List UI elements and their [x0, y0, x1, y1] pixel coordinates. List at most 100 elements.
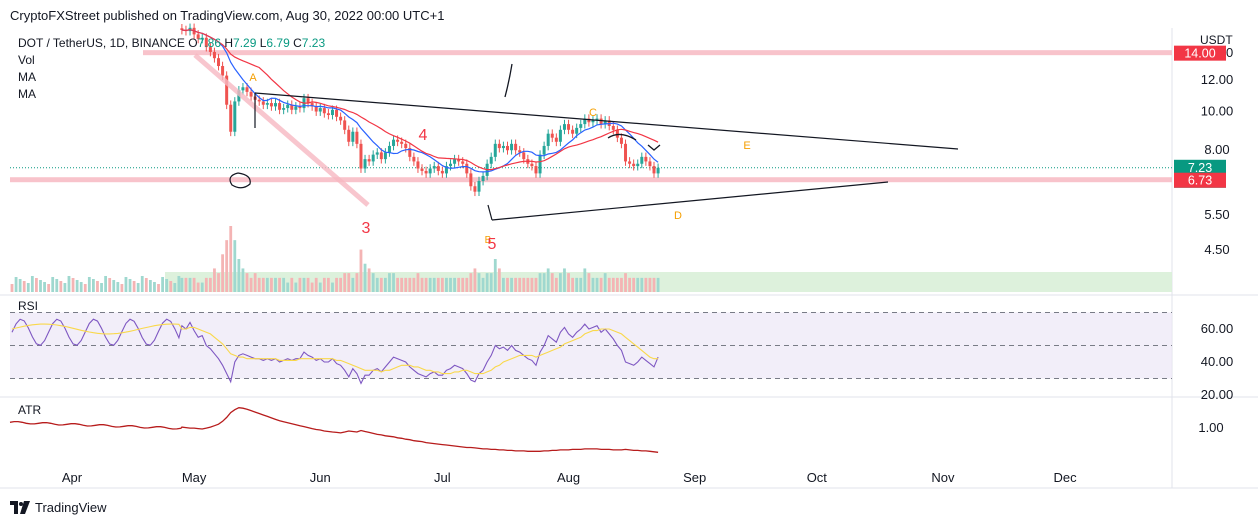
candle-body: [538, 154, 542, 174]
volume-bar: [161, 277, 164, 292]
candle-body: [298, 106, 302, 109]
indicator-ma-1[interactable]: MA: [18, 70, 36, 84]
volume-bar: [579, 277, 583, 292]
rsi-pane-title[interactable]: RSI: [18, 299, 39, 313]
volume-bar: [274, 277, 277, 292]
volume-bar: [148, 280, 152, 292]
indicator-ma-2[interactable]: MA: [18, 87, 36, 101]
candle-body: [505, 145, 509, 151]
atr-pane-title[interactable]: ATR: [18, 403, 42, 417]
volume-bar: [270, 277, 273, 292]
candle-body: [497, 143, 501, 149]
symbol-legend[interactable]: DOT / TetherUS, 1D, BINANCE O7.86 H7.29 …: [18, 36, 325, 50]
volume-bar: [440, 277, 444, 292]
volume-bar: [18, 279, 22, 292]
volume-bar: [310, 282, 314, 292]
volume-bar: [485, 273, 489, 292]
candle-body: [351, 131, 355, 142]
volume-bar: [104, 276, 108, 292]
close-label: C: [293, 36, 302, 50]
wave-label: E: [743, 140, 750, 152]
volume-bar: [100, 283, 103, 292]
candle-body: [335, 109, 339, 117]
volume-bar: [571, 277, 575, 292]
volume-bar: [583, 268, 587, 292]
volume-bar: [30, 276, 34, 292]
tradingview-logo-icon: [10, 501, 30, 514]
volume-bar: [306, 277, 310, 292]
wave-label: 5: [488, 236, 497, 253]
handdrawn-circle: [229, 172, 251, 189]
candle-body: [343, 120, 347, 130]
volume-bar: [188, 277, 192, 292]
candle-body: [534, 166, 538, 174]
candle-body: [318, 108, 322, 112]
low-value: 6.79: [266, 36, 290, 50]
candle-body: [339, 116, 343, 121]
volume-bar: [124, 277, 128, 292]
volume-bar: [550, 273, 554, 292]
volume-bar: [595, 277, 599, 292]
wave-label: 4: [419, 127, 428, 144]
candle-body: [510, 143, 514, 151]
candle-body: [542, 145, 546, 155]
candle-body: [383, 152, 387, 160]
volume-bar: [534, 277, 538, 292]
candle-body: [514, 143, 518, 151]
moving-average-line: [181, 28, 659, 171]
candle-body: [396, 139, 400, 142]
low-label: L: [259, 36, 267, 50]
volume-bar: [233, 240, 237, 292]
candle-body: [603, 120, 607, 125]
indicator-vol[interactable]: Vol: [18, 53, 35, 67]
candle-body: [522, 152, 526, 160]
candle-body: [571, 129, 575, 134]
wave-label: C: [589, 107, 597, 119]
volume-bar: [624, 273, 627, 292]
time-tick-label: Jul: [434, 470, 451, 485]
volume-bar: [567, 273, 570, 292]
volume-bar: [351, 277, 355, 292]
volume-bar: [35, 278, 38, 292]
candle-body: [408, 148, 412, 157]
volume-bar: [87, 277, 91, 292]
candle-body: [632, 163, 636, 167]
candle-body: [567, 124, 571, 130]
volume-bar: [388, 273, 391, 292]
volume-bar: [237, 259, 241, 292]
volume-bar: [261, 277, 265, 292]
candle-body: [306, 98, 310, 104]
candle-body: [615, 129, 619, 138]
candle-body: [587, 118, 591, 123]
volume-bar: [563, 268, 566, 292]
tradingview-brand[interactable]: TradingView: [10, 500, 107, 515]
candle-body: [583, 118, 587, 125]
volume-bar: [318, 282, 322, 292]
volume-bar: [615, 277, 619, 292]
price-label-box: [1174, 45, 1226, 61]
price-label-box: [1174, 172, 1226, 188]
candle-body: [416, 161, 420, 169]
volume-bar: [359, 249, 363, 292]
volume-bar: [71, 278, 75, 292]
open-value: 7.86: [197, 36, 221, 50]
volume-bar: [396, 277, 399, 292]
candle-body: [204, 37, 208, 48]
volume-bar: [412, 277, 416, 292]
wave-label: 3: [362, 220, 371, 237]
candle-body: [290, 104, 294, 110]
wave-label: B: [485, 235, 492, 246]
volume-bar: [611, 277, 615, 292]
volume-bar: [59, 281, 63, 292]
candle-body: [225, 75, 229, 105]
volume-bar: [575, 277, 579, 292]
volume-bar: [63, 283, 67, 292]
candle-body: [562, 124, 566, 130]
volume-bar: [43, 282, 46, 292]
candle-body: [465, 163, 469, 174]
volume-bar: [408, 277, 412, 292]
moving-average-line: [181, 28, 659, 173]
price-axis-unit: USDT: [1200, 33, 1233, 47]
volume-bar: [67, 276, 71, 292]
